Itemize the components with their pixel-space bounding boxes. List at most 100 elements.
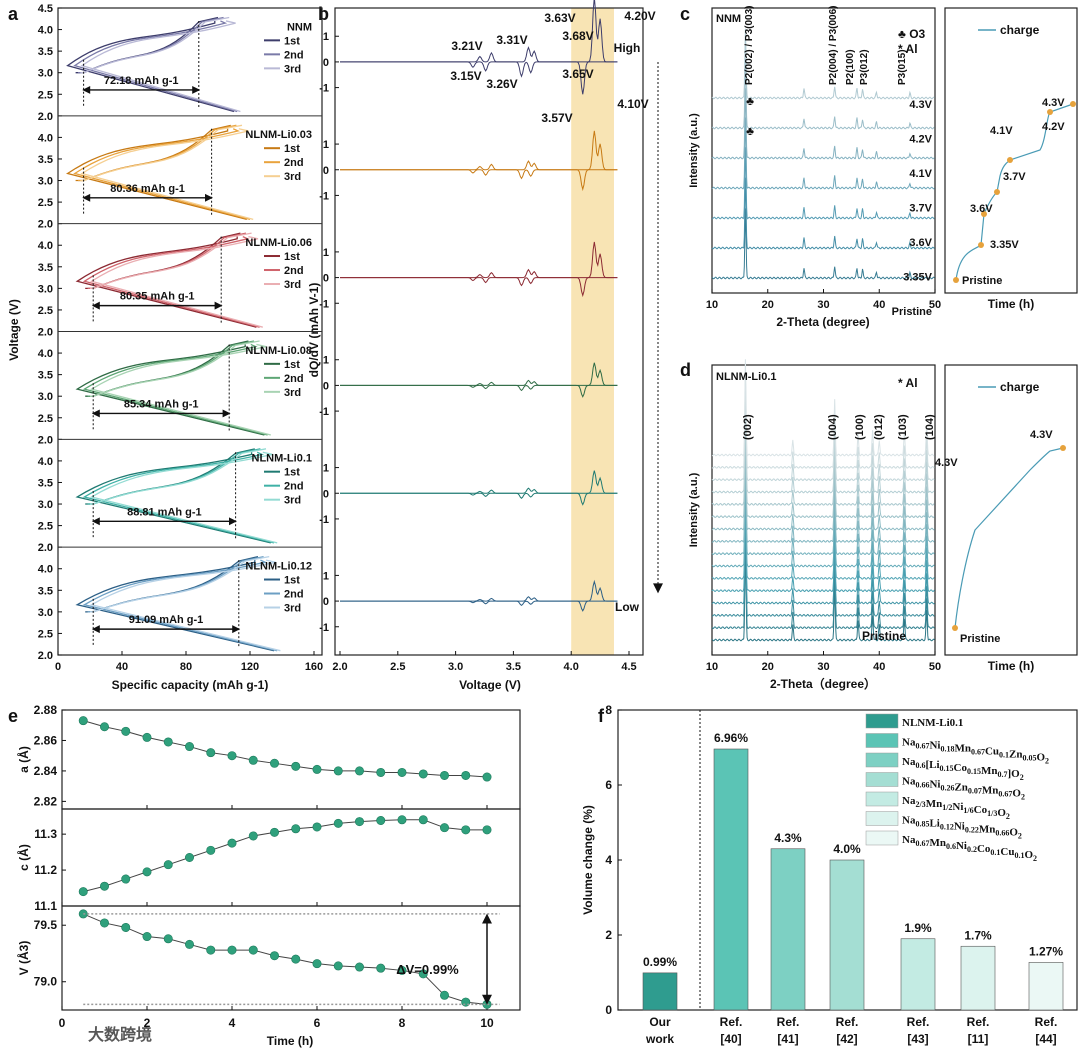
data-point [312, 959, 322, 969]
data-point [163, 737, 173, 747]
y-tick-label: 2.0 [38, 327, 53, 339]
data-point [354, 817, 364, 827]
panel-label-c: c [680, 4, 690, 24]
legend-text-part: O [1036, 752, 1045, 764]
watermark: 大数跨境 [88, 1025, 152, 1044]
legend-swatch [865, 752, 899, 768]
x-tick-label: [43] [907, 1032, 928, 1046]
data-point [227, 751, 237, 761]
xrd-pattern [711, 384, 935, 482]
time-point-label: 4.3V [1030, 429, 1053, 441]
y-tick-label: 4.0 [38, 240, 53, 252]
time-point [952, 625, 958, 631]
data-point [482, 772, 492, 782]
time-point-label: 3.35V [990, 239, 1019, 251]
pattern-label: 3.6V [909, 237, 932, 249]
x-axis-label: 2-Theta (degree) [776, 315, 869, 329]
data-point [291, 761, 301, 771]
x-tick-label: 160 [305, 661, 323, 673]
x-tick-label: 30 [817, 661, 829, 673]
discharge-curve-3 [89, 451, 278, 544]
subplot-frame [61, 905, 521, 1011]
x-tick-label: 20 [762, 299, 774, 311]
xrd-pattern [711, 445, 935, 543]
xrd-pattern [711, 471, 935, 568]
data-point [291, 824, 301, 834]
discharge-curve-1 [75, 236, 257, 328]
legend-text-part: 0.67 [915, 839, 929, 848]
legend-label: 2nd [284, 373, 304, 385]
data-point [439, 990, 449, 1000]
data-point [206, 945, 216, 955]
y-tick-label: 4 [605, 853, 612, 867]
legend-text-part: Ni [952, 801, 963, 813]
x-tick-label: 6 [314, 1016, 321, 1030]
xrd-pattern [711, 458, 935, 556]
data-point [100, 881, 110, 891]
xrd-pattern [711, 484, 935, 580]
legend-marker-label: ♣ O3 [898, 27, 926, 41]
arrow-head [91, 409, 231, 418]
legend-text-part: 0.67 [971, 748, 985, 757]
panel-title: NNM [716, 13, 741, 25]
time-point [978, 242, 984, 248]
peak-label: P2(004) / P3(006) [828, 6, 839, 86]
legend-swatch [865, 791, 899, 807]
y-tick-label: 3.5 [38, 262, 53, 274]
xrd-pattern [711, 545, 935, 642]
peak-label: (012) [873, 414, 885, 440]
capacity-label: 88.81 mAh g-1 [127, 506, 202, 518]
legend-text-part: 1/2 [942, 803, 952, 812]
x-tick-label: 10 [480, 1016, 494, 1030]
legend-text-part: Mn [981, 765, 998, 777]
discharge-curve-2 [73, 20, 238, 113]
legend-text-part: Cu [1000, 846, 1014, 858]
data-point [78, 716, 88, 726]
legend-text-part: 0.66 [995, 829, 1009, 838]
legend-label: charge [1000, 23, 1040, 37]
data-point [291, 954, 301, 964]
peak-label: P2(002) / P3(003) [744, 6, 755, 86]
peak-label: (100) [854, 414, 866, 440]
series-line [83, 720, 488, 778]
bar [770, 848, 806, 1011]
data-point [142, 867, 152, 877]
x-tick-label: 30 [817, 299, 829, 311]
bar [1028, 962, 1064, 1011]
dqdv-curve [340, 169, 618, 192]
y-tick-label: 11.1 [34, 899, 57, 913]
time-point [953, 277, 959, 283]
charge-curve-3 [80, 16, 230, 74]
discharge-curve-1 [66, 20, 235, 113]
x-tick-label: 10 [706, 661, 718, 673]
y-tick-label: 3.5 [38, 477, 53, 489]
xrd-pattern [711, 28, 935, 100]
legend-label: 1st [284, 467, 300, 479]
legend-text-part: 0.07 [968, 787, 982, 796]
x-tick-label: 3.5 [506, 661, 521, 673]
data-point [121, 922, 131, 932]
y-tick-label: -1 [319, 298, 329, 310]
discharge-curve-1 [75, 344, 265, 436]
xrd-pattern [711, 177, 935, 250]
y-tick-label: 79.0 [34, 975, 58, 989]
legend-text-part: Na [902, 737, 916, 749]
legend-text-part: Mn [926, 798, 943, 810]
y-tick-label: 3.0 [38, 607, 53, 619]
charge-curve-1 [75, 124, 231, 182]
y-tick-label: 0 [323, 165, 329, 177]
x-tick-label: 50 [929, 299, 941, 311]
x-tick-label: 20 [762, 661, 774, 673]
arrow-label-low: Low [615, 600, 640, 614]
charge-curve-3 [90, 556, 270, 613]
legend-label: Na2/3Mn1/2Ni1/6Co1/3O2 [902, 795, 1010, 821]
y-tick-label: 4.5 [38, 3, 53, 15]
data-point [142, 932, 152, 942]
discharge-curve-2 [82, 343, 268, 436]
charge-curve-1 [85, 448, 255, 505]
x-tick-label: Ref. [1035, 1015, 1058, 1029]
dqdv-curve [340, 277, 618, 298]
y-axis-label: dQ/dV (mAh V-1) [307, 283, 321, 378]
legend-label: Na0.67Mn0.6Ni0.2Co0.1Cu0.1O2 [902, 834, 1037, 863]
time-point-label: 4.2V [1042, 121, 1065, 133]
